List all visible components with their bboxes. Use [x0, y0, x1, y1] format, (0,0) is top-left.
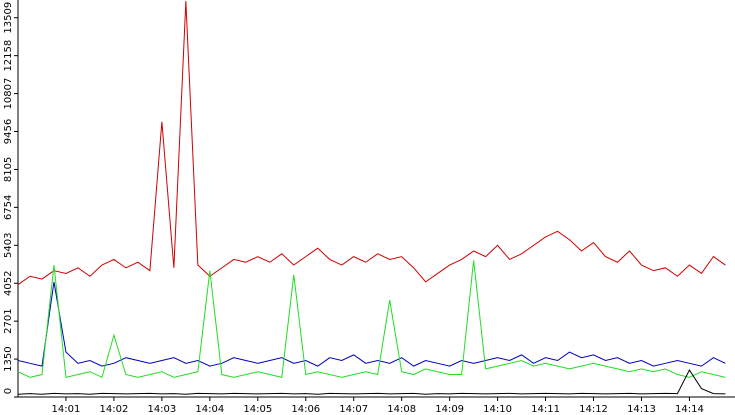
y-tick-label: 0	[3, 388, 14, 394]
x-tick-label: 14:11	[531, 404, 560, 415]
y-tick-label: 10807	[3, 78, 14, 110]
x-tick-label: 14:03	[147, 404, 176, 415]
x-tick-label: 14:13	[627, 404, 656, 415]
series-line	[17, 260, 726, 379]
x-tick-label: 14:06	[291, 404, 320, 415]
x-tick-label: 14:04	[195, 404, 224, 415]
y-tick-label: 2701	[3, 308, 14, 333]
series-line	[17, 281, 726, 367]
y-tick-label: 8105	[3, 157, 14, 182]
y-tick-label: 5403	[3, 233, 14, 258]
y-tick-label: 6754	[3, 195, 14, 220]
x-tick-label: 14:12	[579, 404, 608, 415]
y-tick-label: 4052	[3, 271, 14, 296]
series-line	[17, 1, 726, 286]
x-tick-label: 14:05	[243, 404, 272, 415]
x-tick-label: 14:10	[483, 404, 512, 415]
y-tick-label: 1350	[3, 346, 14, 371]
x-tick-label: 14:01	[52, 404, 81, 415]
x-tick-label: 14:14	[675, 404, 704, 415]
x-tick-label: 14:09	[435, 404, 464, 415]
x-tick-label: 14:08	[387, 404, 416, 415]
y-tick-label: 13509	[3, 2, 14, 34]
y-tick-label: 9456	[3, 119, 14, 144]
y-tick-label: 12158	[3, 40, 14, 72]
series-line	[17, 369, 726, 395]
x-tick-label: 14:07	[339, 404, 368, 415]
x-tick-label: 14:02	[100, 404, 129, 415]
